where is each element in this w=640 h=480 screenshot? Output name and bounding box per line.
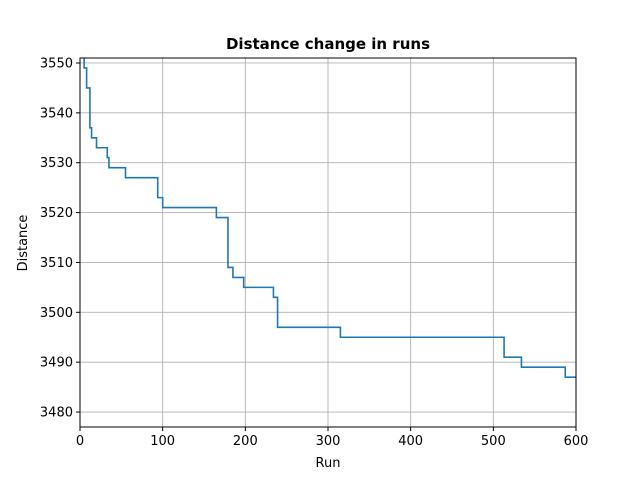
y-tick-label: 3520 xyxy=(40,206,73,221)
x-tick-label: 200 xyxy=(233,434,258,449)
y-tick-label: 3500 xyxy=(40,306,73,321)
x-tick-label: 0 xyxy=(76,434,84,449)
x-tick-label: 400 xyxy=(398,434,423,449)
chart-title: Distance change in runs xyxy=(226,35,430,53)
ticks: 0 100 200 300 400 500 600 3480 3490 3500 3510 3520 3… xyxy=(40,56,589,449)
series-line xyxy=(83,58,576,378)
x-tick-label: 100 xyxy=(150,434,175,449)
y-tick-label: 3540 xyxy=(40,106,73,121)
y-tick-label: 3490 xyxy=(40,356,73,371)
x-tick-label: 600 xyxy=(564,434,589,449)
axes-frame xyxy=(79,57,577,428)
x-axis-label: Run xyxy=(316,456,341,471)
y-tick-label: 3530 xyxy=(40,156,73,171)
y-tick-label: 3480 xyxy=(40,406,73,421)
y-tick-label: 3550 xyxy=(40,56,73,71)
grid xyxy=(79,58,577,427)
x-tick-label: 300 xyxy=(316,434,341,449)
y-tick-label: 3510 xyxy=(40,256,73,271)
plot-area xyxy=(83,58,576,378)
x-tick-label: 500 xyxy=(481,434,506,449)
y-axis-label: Distance xyxy=(16,215,31,272)
